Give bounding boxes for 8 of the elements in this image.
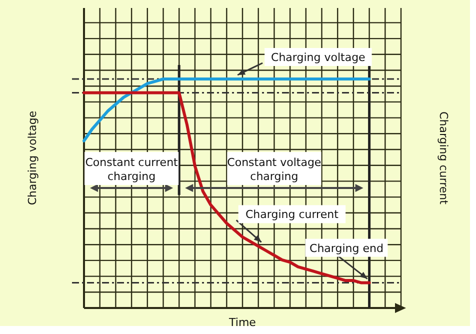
x-axis-title: Time (228, 316, 256, 329)
y-axis-title: Charging voltage (26, 110, 39, 206)
annotation: Charging current (245, 208, 340, 222)
text: Charging voltage (271, 51, 366, 64)
y2-axis-title: Charging current (437, 112, 450, 206)
annotation: Constant current charging (85, 156, 179, 183)
annotation: Constant voltage charging (227, 156, 322, 183)
annotation: Charging end (310, 242, 384, 255)
